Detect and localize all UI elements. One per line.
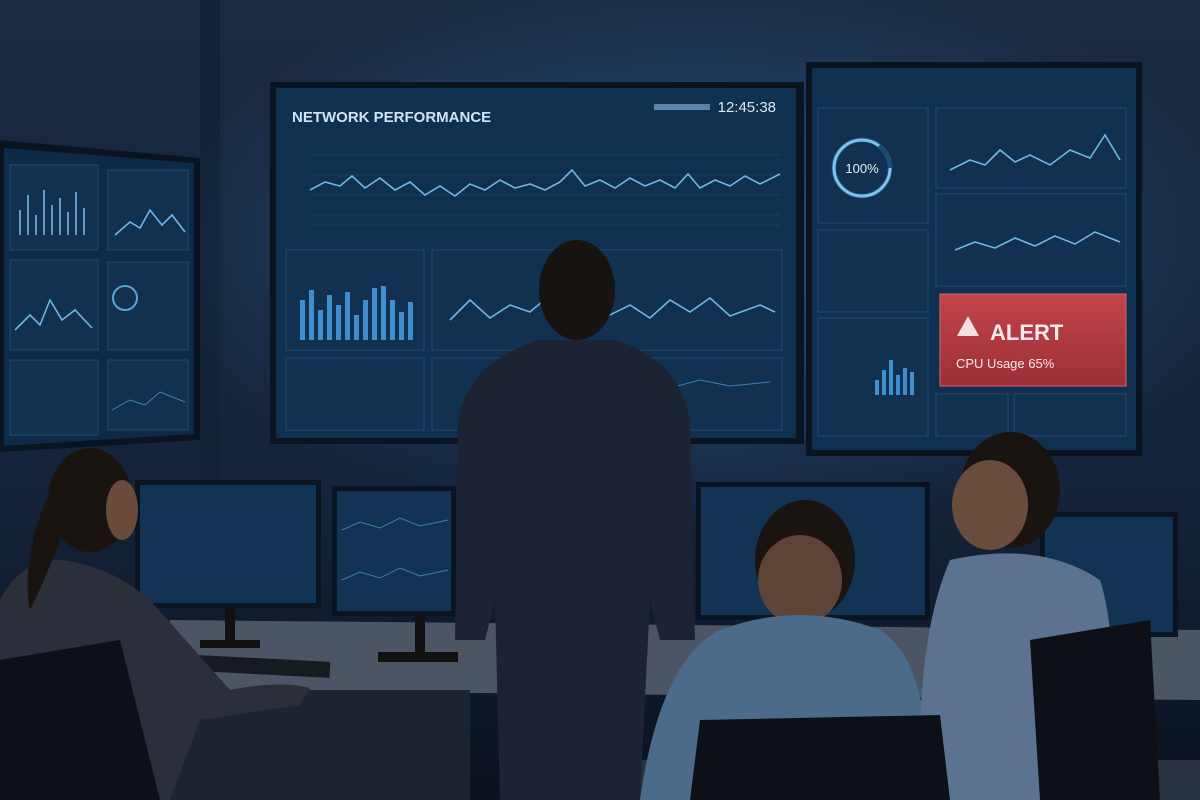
people: [0, 240, 1160, 800]
network-trace: [309, 168, 781, 197]
alert-box: [939, 293, 1127, 387]
chart-grid: [310, 154, 780, 226]
alert-icon: [957, 316, 979, 336]
bar-chart: [300, 286, 413, 340]
screen-title: NETWORK PERFORMANCE: [292, 109, 491, 126]
clock: 12:45:38: [718, 99, 776, 116]
alert-message: CPU Usage 65%: [956, 356, 1055, 371]
alert-title: ALERT: [990, 320, 1064, 345]
status-text: [654, 104, 710, 110]
left-screen: [0, 140, 200, 452]
right-screen: 100% ALERT CPU Usage 65%: [806, 62, 1142, 456]
gauge-label: 100%: [845, 161, 879, 176]
